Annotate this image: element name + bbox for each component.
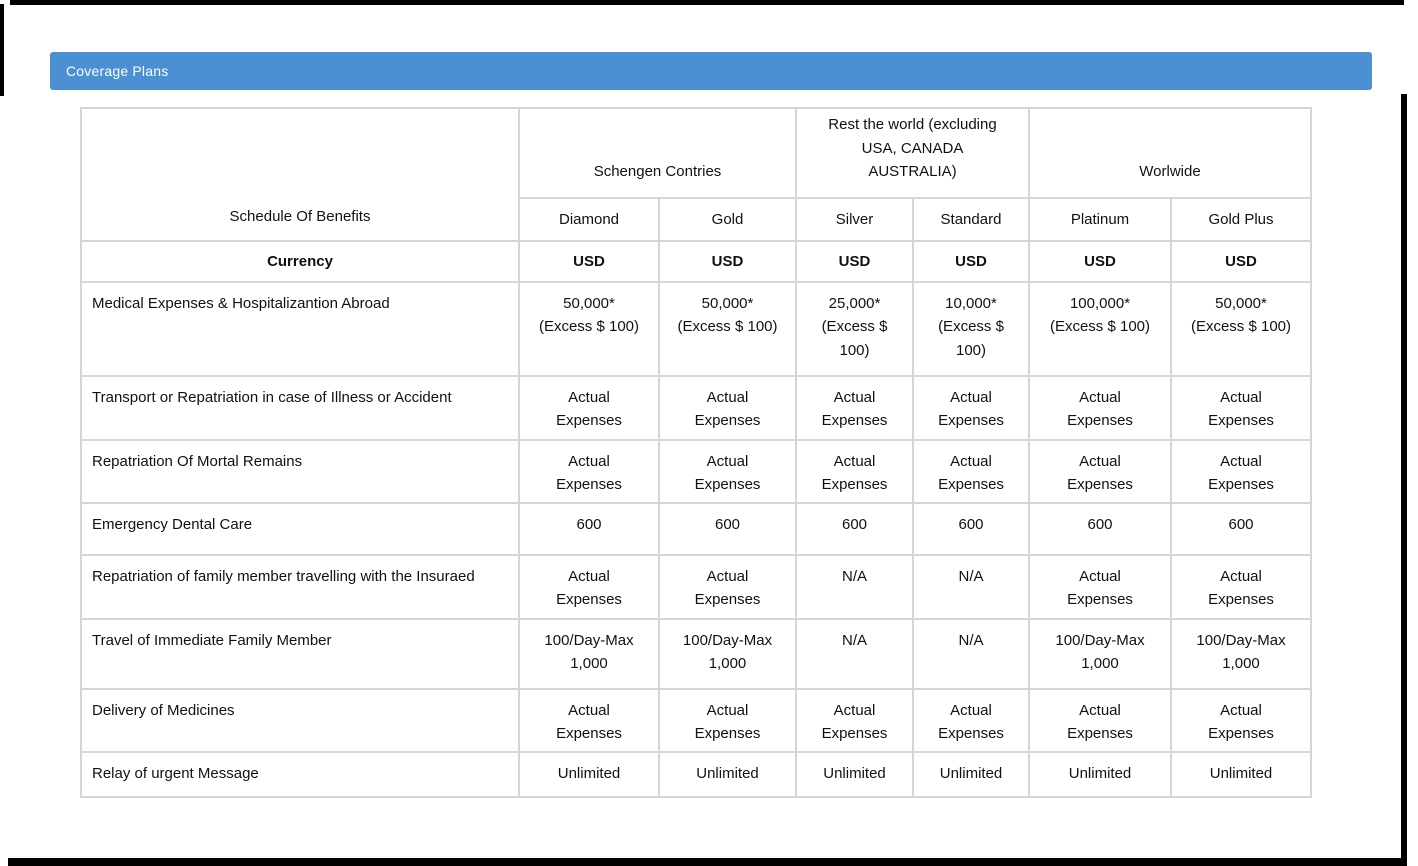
benefit-value: 50,000* (Excess $ 100) [658,281,797,377]
benefit-value: Actual Expenses [1170,554,1312,620]
group-header-rest-of-world: Rest the world (excluding USA, CANADA AU… [795,107,1030,199]
benefit-value: Unlimited [912,751,1030,798]
frame-border-right [1401,94,1407,866]
benefit-value: Actual Expenses [1028,687,1172,753]
benefit-value: Actual Expenses [1028,438,1172,504]
plan-header-standard: Standard [912,197,1030,242]
group-header-schengen-countries: Schengen Contries [518,107,797,199]
currency-row-label: Currency [80,240,520,283]
benefit-value: N/A [795,617,914,690]
benefit-value: 600 [1170,502,1312,556]
benefit-value: 100,000* (Excess $ 100) [1028,281,1172,377]
coverage-plans-table: Schedule Of Benefits Schengen Contries R… [80,107,1312,798]
benefit-value: 600 [912,502,1030,556]
benefit-label: Relay of urgent Message [80,751,520,798]
benefit-value: 50,000* (Excess $ 100) [1170,281,1312,377]
benefit-value: 100/Day-Max 1,000 [1028,617,1172,690]
table-row-dental-care: Emergency Dental Care 600 600 600 600 60… [80,502,1312,556]
benefit-value: 100/Day-Max 1,000 [1170,617,1312,690]
table-row-medical-expenses: Medical Expenses & Hospitalizantion Abro… [80,281,1312,377]
plan-header-gold: Gold [658,197,797,242]
frame-border-bottom [8,858,1407,866]
benefit-value: Unlimited [658,751,797,798]
benefit-value: 600 [518,502,660,556]
currency-row: Currency USD USD USD USD USD USD [80,240,1312,283]
benefit-value: Unlimited [518,751,660,798]
benefit-value: Actual Expenses [518,375,660,441]
benefit-value: Actual Expenses [518,554,660,620]
benefit-value: Actual Expenses [912,375,1030,441]
table-row-relay-urgent-message: Relay of urgent Message Unlimited Unlimi… [80,751,1312,798]
plan-header-platinum: Platinum [1028,197,1172,242]
plan-header-gold-plus: Gold Plus [1170,197,1312,242]
currency-value: USD [912,240,1030,283]
benefit-value: Actual Expenses [658,438,797,504]
benefit-value: 600 [1028,502,1172,556]
currency-value: USD [1028,240,1172,283]
benefit-value: 50,000* (Excess $ 100) [518,281,660,377]
benefit-value: Actual Expenses [795,687,914,753]
table-row-family-member-repatriation: Repatriation of family member travelling… [80,554,1312,620]
benefit-value: Actual Expenses [658,375,797,441]
currency-value: USD [658,240,797,283]
plan-header-silver: Silver [795,197,914,242]
benefit-value: Actual Expenses [912,438,1030,504]
group-header-row: Schedule Of Benefits Schengen Contries R… [80,107,1312,242]
benefit-value: N/A [912,617,1030,690]
benefit-value: Actual Expenses [795,375,914,441]
benefit-value: Actual Expenses [518,687,660,753]
benefit-value: 10,000* (Excess $ 100) [912,281,1030,377]
schedule-of-benefits-header: Schedule Of Benefits [80,107,520,242]
benefit-value: Actual Expenses [658,687,797,753]
benefit-value: Actual Expenses [1170,375,1312,441]
group-header-worldwide: Worlwide [1028,107,1312,199]
benefit-value: N/A [795,554,914,620]
benefit-label: Transport or Repatriation in case of Ill… [80,375,520,441]
benefit-value: Actual Expenses [912,687,1030,753]
benefit-value: Actual Expenses [1028,375,1172,441]
benefit-label: Emergency Dental Care [80,502,520,556]
benefit-label: Repatriation of family member travelling… [80,554,520,620]
benefit-label: Travel of Immediate Family Member [80,617,520,690]
currency-value: USD [1170,240,1312,283]
benefit-label: Repatriation Of Mortal Remains [80,438,520,504]
benefit-value: Actual Expenses [795,438,914,504]
table-row-mortal-remains: Repatriation Of Mortal Remains Actual Ex… [80,438,1312,504]
benefit-value: 600 [795,502,914,556]
benefit-value: N/A [912,554,1030,620]
benefit-value: Actual Expenses [1170,438,1312,504]
table-row-transport-repatriation: Transport or Repatriation in case of Ill… [80,375,1312,441]
benefit-value: Actual Expenses [518,438,660,504]
page-title: Coverage Plans [66,63,169,79]
table-row-delivery-of-medicines: Delivery of Medicines Actual Expenses Ac… [80,687,1312,753]
benefit-value: Unlimited [795,751,914,798]
benefit-value: Unlimited [1028,751,1172,798]
plan-header-row: Diamond Gold Silver Standard Platinum Go… [81,197,1312,242]
table-row-travel-family-member: Travel of Immediate Family Member 100/Da… [80,617,1312,690]
benefit-value: Actual Expenses [1170,687,1312,753]
benefit-label: Delivery of Medicines [80,687,520,753]
frame-border-top [10,0,1404,5]
benefit-value: 600 [658,502,797,556]
benefit-value: 100/Day-Max 1,000 [658,617,797,690]
benefit-label: Medical Expenses & Hospitalizantion Abro… [80,281,520,377]
benefit-value: Actual Expenses [658,554,797,620]
benefit-value: 100/Day-Max 1,000 [518,617,660,690]
benefit-value: Unlimited [1170,751,1312,798]
coverage-plans-header-bar: Coverage Plans [50,52,1372,90]
currency-value: USD [518,240,660,283]
benefit-value: 25,000* (Excess $ 100) [795,281,914,377]
plan-header-diamond: Diamond [518,197,660,242]
benefit-value: Actual Expenses [1028,554,1172,620]
frame-border-left [0,4,4,96]
currency-value: USD [795,240,914,283]
